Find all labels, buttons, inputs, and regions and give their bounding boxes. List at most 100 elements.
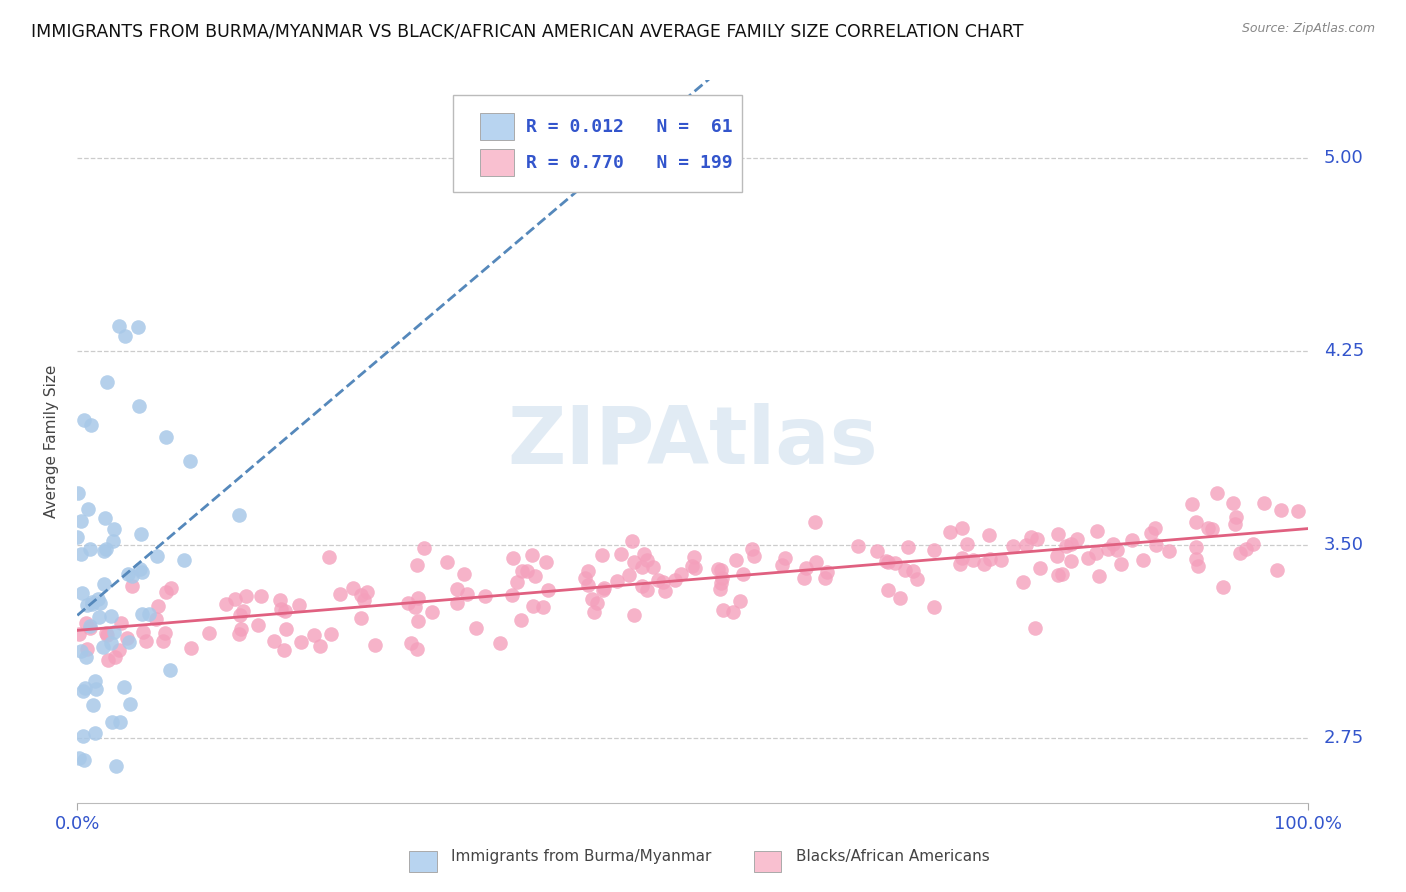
Point <box>155 585 177 599</box>
Point <box>350 588 373 602</box>
Point <box>1201 522 1223 536</box>
Text: 3.50: 3.50 <box>1323 536 1364 554</box>
Point <box>79 417 101 432</box>
Point <box>135 634 157 648</box>
Point <box>741 541 763 556</box>
Text: 5.00: 5.00 <box>1323 149 1364 167</box>
Point <box>73 413 96 427</box>
Point <box>309 639 332 653</box>
Point <box>77 501 100 516</box>
Point <box>524 569 547 583</box>
Point <box>138 607 160 621</box>
Point <box>617 567 640 582</box>
FancyBboxPatch shape <box>754 852 782 872</box>
Point <box>502 551 524 566</box>
Point <box>1066 532 1088 546</box>
Point <box>581 591 603 606</box>
Point <box>72 684 94 698</box>
Point <box>406 614 429 628</box>
Point <box>877 582 900 597</box>
FancyBboxPatch shape <box>453 95 742 193</box>
Point <box>87 592 110 607</box>
Point <box>973 557 995 571</box>
Point <box>520 548 543 562</box>
Point <box>121 579 143 593</box>
Point <box>76 598 98 612</box>
Point <box>950 521 973 535</box>
Point <box>1012 574 1035 589</box>
Point <box>711 571 734 585</box>
Point <box>1054 539 1077 553</box>
Point <box>889 591 911 606</box>
Point <box>103 521 125 535</box>
Point <box>114 329 136 343</box>
Point <box>100 609 122 624</box>
Point <box>420 605 443 619</box>
Point <box>82 698 104 712</box>
Point <box>152 634 174 648</box>
Point <box>990 553 1012 567</box>
Point <box>606 574 628 589</box>
Point <box>356 585 378 599</box>
Point <box>592 583 614 598</box>
Point <box>630 559 652 574</box>
Point <box>215 598 238 612</box>
Point <box>522 599 544 613</box>
Text: Source: ZipAtlas.com: Source: ZipAtlas.com <box>1241 22 1375 36</box>
Point <box>446 596 468 610</box>
Point <box>1097 542 1119 557</box>
Point <box>950 551 973 566</box>
Point <box>131 565 153 579</box>
Point <box>79 620 101 634</box>
Point <box>804 555 827 569</box>
Point <box>592 582 614 596</box>
Point <box>465 621 488 635</box>
Point <box>501 588 523 602</box>
Point <box>815 566 838 580</box>
Point <box>103 624 125 639</box>
FancyBboxPatch shape <box>479 149 515 177</box>
Point <box>96 628 118 642</box>
Point <box>510 613 533 627</box>
Point <box>224 592 246 607</box>
Point <box>75 681 97 696</box>
Point <box>117 567 139 582</box>
Point <box>1270 503 1292 517</box>
Point <box>636 582 658 597</box>
Point <box>949 557 972 571</box>
Point <box>1157 544 1180 558</box>
Point <box>901 565 924 579</box>
Point <box>1187 558 1209 573</box>
Point <box>922 543 945 558</box>
Point <box>101 714 124 729</box>
Point <box>129 562 152 576</box>
Point <box>574 572 596 586</box>
Point <box>1241 537 1264 551</box>
Point <box>96 376 118 390</box>
Point <box>711 603 734 617</box>
Point <box>159 664 181 678</box>
Point <box>1223 516 1246 531</box>
Point <box>404 600 426 615</box>
Point <box>1143 521 1166 535</box>
Point <box>302 628 325 642</box>
Point <box>235 590 257 604</box>
Point <box>1286 504 1309 518</box>
Point <box>631 579 654 593</box>
Point <box>145 612 167 626</box>
Point <box>412 541 434 556</box>
Point <box>609 547 631 561</box>
Point <box>93 544 115 558</box>
Point <box>76 641 98 656</box>
Point <box>814 571 837 585</box>
Point <box>75 649 97 664</box>
Point <box>69 514 91 528</box>
Point <box>583 605 606 619</box>
Point <box>1253 496 1275 510</box>
Point <box>269 593 291 607</box>
Text: 4.25: 4.25 <box>1323 343 1364 360</box>
Point <box>534 555 557 569</box>
Point <box>707 562 730 576</box>
Point <box>1015 538 1038 552</box>
Point <box>724 553 747 567</box>
